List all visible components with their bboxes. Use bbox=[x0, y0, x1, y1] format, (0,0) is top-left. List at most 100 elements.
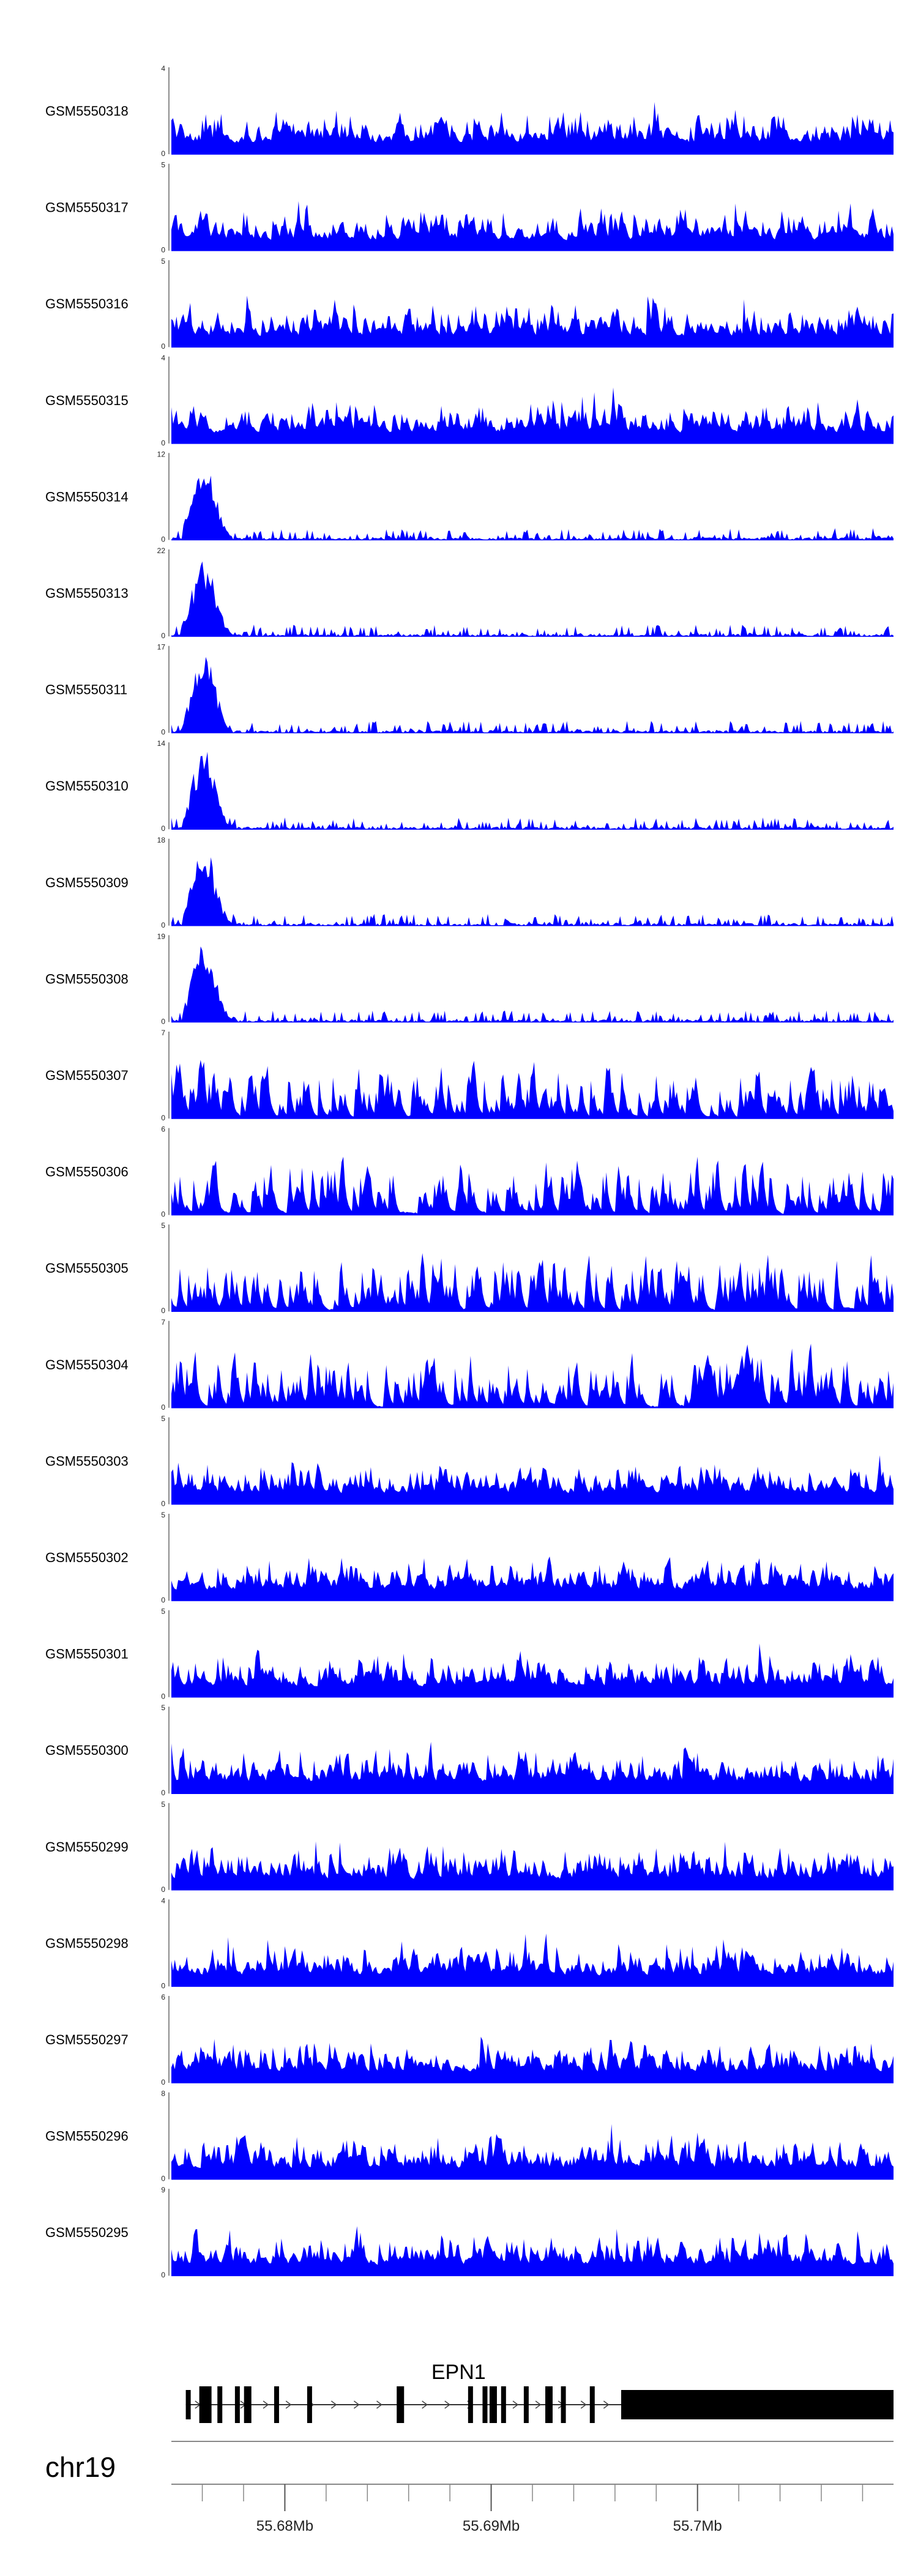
coverage-area bbox=[171, 296, 894, 348]
strand-arrow bbox=[512, 2400, 519, 2409]
coverage-area bbox=[171, 1156, 894, 1215]
track-ymax-label: 18 bbox=[157, 836, 166, 844]
track-ymin-label: 0 bbox=[161, 2271, 165, 2279]
track-ymin-label: 0 bbox=[161, 149, 165, 158]
track-ymin-label: 0 bbox=[161, 1789, 165, 1797]
gene-exon bbox=[468, 2386, 473, 2423]
track-ymax-label: 5 bbox=[161, 1703, 165, 1712]
coverage-area bbox=[171, 946, 894, 1022]
coverage-area bbox=[171, 657, 894, 733]
coverage-area bbox=[171, 2226, 894, 2276]
track-ymax-label: 22 bbox=[157, 546, 166, 555]
track-label: GSM5550309 bbox=[45, 875, 129, 890]
coverage-track: GSM5550300 5 0 bbox=[45, 1703, 894, 1797]
coverage-area bbox=[171, 2124, 894, 2180]
track-ymin-label: 0 bbox=[161, 1885, 165, 1894]
strand-arrow bbox=[285, 2400, 292, 2409]
coverage-track: GSM5550305 5 0 bbox=[45, 1221, 894, 1315]
gene-exon bbox=[244, 2386, 252, 2423]
track-ymin-label: 0 bbox=[161, 631, 165, 640]
gene-exon bbox=[307, 2386, 312, 2423]
track-ymin-label: 0 bbox=[161, 1596, 165, 1604]
track-ymin-label: 0 bbox=[161, 246, 165, 255]
coverage-track: GSM5550317 5 0 bbox=[45, 161, 894, 255]
chromosome-label: chr19 bbox=[45, 2451, 116, 2483]
gene-exon bbox=[234, 2386, 240, 2423]
strand-arrow bbox=[580, 2400, 587, 2409]
coverage-track: GSM5550315 4 0 bbox=[45, 354, 894, 447]
track-ymax-label: 4 bbox=[161, 354, 165, 362]
track-ymax-label: 6 bbox=[161, 1993, 165, 2001]
genome-axis: 55.68Mb 55.69Mb 55.7Mb bbox=[171, 2484, 894, 2534]
coverage-track: GSM5550310 14 0 bbox=[45, 739, 894, 833]
gene-exon bbox=[274, 2386, 279, 2423]
strand-arrow bbox=[422, 2400, 428, 2409]
coverage-area bbox=[171, 1841, 894, 1890]
track-ymax-label: 5 bbox=[161, 1511, 165, 1519]
track-label: GSM5550295 bbox=[45, 2225, 129, 2240]
track-ymax-label: 5 bbox=[161, 1414, 165, 1423]
gene-utr-block bbox=[621, 2390, 894, 2419]
track-ymin-label: 0 bbox=[161, 1981, 165, 1990]
axis-tick-label: 55.69Mb bbox=[463, 2518, 520, 2534]
coverage-track: GSM5550306 6 0 bbox=[45, 1125, 894, 1219]
gene-exon bbox=[545, 2386, 553, 2423]
track-ymax-label: 17 bbox=[157, 643, 166, 652]
gene-exon bbox=[489, 2386, 497, 2423]
track-label: GSM5550313 bbox=[45, 586, 129, 601]
coverage-area bbox=[171, 1741, 894, 1794]
strand-arrow bbox=[263, 2400, 269, 2409]
track-label: GSM5550304 bbox=[45, 1357, 129, 1372]
gene-exon bbox=[589, 2386, 595, 2423]
track-ymax-label: 19 bbox=[157, 932, 166, 940]
track-label: GSM5550306 bbox=[45, 1164, 129, 1180]
track-ymax-label: 5 bbox=[161, 1800, 165, 1809]
gene-exon bbox=[523, 2386, 529, 2423]
coverage-track: GSM5550297 6 0 bbox=[45, 1993, 894, 2086]
track-label: GSM5550315 bbox=[45, 393, 129, 408]
strand-arrow bbox=[376, 2400, 382, 2409]
coverage-track: GSM5550314 12 0 bbox=[45, 450, 894, 543]
track-ymax-label: 5 bbox=[161, 161, 165, 169]
track-label: GSM5550298 bbox=[45, 1935, 129, 1951]
track-ymin-label: 0 bbox=[161, 824, 165, 833]
coverage-track: GSM5550318 4 0 bbox=[45, 64, 894, 158]
coverage-area bbox=[171, 561, 894, 636]
track-ymin-label: 0 bbox=[161, 1692, 165, 1701]
track-label: GSM5550307 bbox=[45, 1068, 129, 1083]
coverage-track: GSM5550301 5 0 bbox=[45, 1607, 894, 1701]
coverage-track: GSM5550307 7 0 bbox=[45, 1029, 894, 1122]
axis-tick-label: 55.68Mb bbox=[256, 2518, 313, 2534]
track-label: GSM5550297 bbox=[45, 2032, 129, 2047]
track-label: GSM5550316 bbox=[45, 296, 129, 311]
coverage-tracks: GSM555031840GSM555031750GSM555031650GSM5… bbox=[45, 64, 894, 2279]
coverage-area bbox=[171, 1934, 894, 1987]
coverage-area bbox=[171, 1556, 894, 1601]
gene-exon bbox=[397, 2386, 405, 2423]
coverage-area bbox=[171, 1644, 894, 1697]
track-ymax-label: 12 bbox=[157, 450, 166, 458]
coverage-track: GSM5550308 19 0 bbox=[45, 932, 894, 1026]
track-ymin-label: 0 bbox=[161, 1306, 165, 1315]
track-ymin-label: 0 bbox=[161, 2175, 165, 2183]
coverage-track: GSM5550313 22 0 bbox=[45, 546, 894, 640]
coverage-area bbox=[171, 857, 894, 926]
gene-exon bbox=[501, 2386, 506, 2423]
track-ymax-label: 7 bbox=[161, 1029, 165, 1037]
track-ymax-label: 4 bbox=[161, 64, 165, 73]
track-ymin-label: 0 bbox=[161, 439, 165, 447]
coverage-track: GSM5550316 5 0 bbox=[45, 257, 894, 351]
gene-exon bbox=[561, 2386, 566, 2423]
coverage-area bbox=[171, 1060, 894, 1119]
coverage-track: GSM5550295 9 0 bbox=[45, 2186, 894, 2279]
track-ymax-label: 9 bbox=[161, 2186, 165, 2194]
track-label: GSM5550317 bbox=[45, 200, 129, 215]
gene-exon bbox=[199, 2386, 212, 2423]
axis-tick-label: 55.7Mb bbox=[673, 2518, 722, 2534]
strand-arrow bbox=[603, 2400, 610, 2409]
track-ymax-label: 8 bbox=[161, 2090, 165, 2098]
coverage-area bbox=[171, 475, 894, 540]
coverage-track: GSM5550298 4 0 bbox=[45, 1896, 894, 1990]
track-label: GSM5550305 bbox=[45, 1260, 129, 1276]
